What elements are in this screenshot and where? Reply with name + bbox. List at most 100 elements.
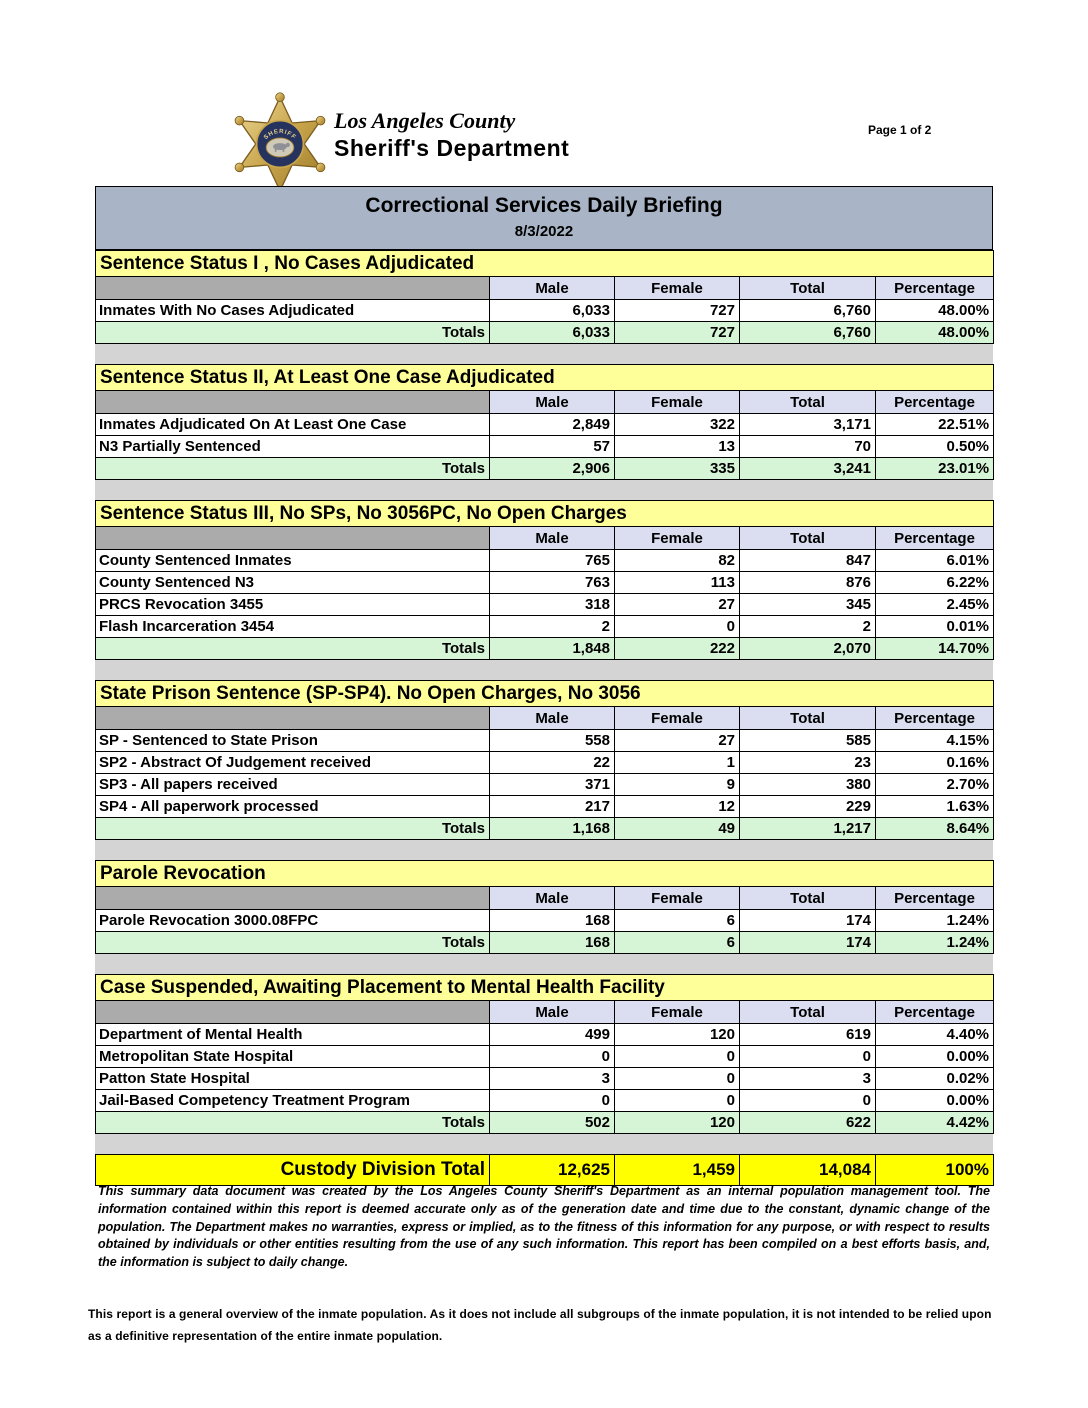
- grand-total-male: 12,625: [489, 1154, 615, 1186]
- row-label: County Sentenced N3: [95, 571, 490, 594]
- row-value-female: 0: [614, 1067, 740, 1090]
- row-value-male: 6,033: [489, 299, 615, 322]
- row-label: N3 Partially Sentenced: [95, 435, 490, 458]
- row-value-male: 371: [489, 773, 615, 796]
- column-header-blank: [95, 706, 490, 730]
- logo-county-name: Los Angeles County: [334, 108, 516, 133]
- row-value-female: 727: [614, 299, 740, 322]
- totals-label: Totals: [95, 1111, 490, 1134]
- row-value-male: 318: [489, 593, 615, 616]
- page-number: Page 1 of 2: [868, 123, 932, 137]
- row-value-total: 3: [739, 1067, 876, 1090]
- row-label: Metropolitan State Hospital: [95, 1045, 490, 1068]
- totals-row: Totals 2,906 335 3,241 23.01%: [95, 457, 995, 480]
- totals-value-female: 335: [614, 457, 740, 480]
- row-value-percentage: 6.22%: [875, 571, 994, 594]
- section-table: Parole Revocation Male Female Total Percenta…: [95, 860, 994, 954]
- section-spacer: [95, 954, 993, 974]
- section-table: Case Suspended, Awaiting Placement to Me…: [94, 974, 995, 1134]
- totals-value-male: 6,033: [489, 321, 615, 344]
- row-value-male: 558: [489, 729, 615, 752]
- row-label: Flash Incarceration 3454: [95, 615, 490, 638]
- row-label: Jail-Based Competency Treatment Program: [95, 1089, 490, 1112]
- column-header-blank: [95, 390, 490, 414]
- row-value-female: 27: [614, 729, 740, 752]
- totals-row: Totals 1,168 49 1,217 8.64%: [95, 817, 995, 840]
- row-value-total: 174: [739, 909, 876, 932]
- row-label: Inmates Adjudicated On At Least One Case: [95, 413, 490, 436]
- sections-container: Sentence Status I , No Cases Adjudicated…: [94, 250, 995, 1154]
- totals-value-total: 174: [739, 931, 876, 954]
- totals-value-percentage: 23.01%: [874, 457, 995, 480]
- row-value-male: 2,849: [489, 413, 615, 436]
- grand-total-percentage: 100%: [875, 1154, 994, 1186]
- row-label: SP4 - All paperwork processed: [95, 795, 490, 818]
- column-header-female: Female: [614, 886, 740, 910]
- row-label: SP - Sentenced to State Prison: [95, 729, 490, 752]
- row-value-total: 847: [739, 549, 876, 572]
- row-value-total: 876: [739, 571, 876, 594]
- logo-department-name: Sheriff's Department: [334, 135, 570, 161]
- row-value-percentage: 6.01%: [875, 549, 994, 572]
- column-header-male: Male: [489, 706, 615, 730]
- table-row: County Sentenced Inmates 765 82 847 6.01%: [95, 549, 994, 572]
- row-value-percentage: 0.50%: [874, 435, 995, 458]
- row-value-female: 9: [614, 773, 740, 796]
- section-header: Sentence Status III, No SPs, No 3056PC, …: [95, 500, 994, 527]
- section-spacer: [95, 480, 993, 500]
- totals-label: Totals: [95, 457, 490, 480]
- row-value-female: 322: [614, 413, 740, 436]
- column-header-row: Male Female Total Percentage: [95, 390, 995, 414]
- row-label: PRCS Revocation 3455: [95, 593, 490, 616]
- row-value-percentage: 0.00%: [874, 1045, 995, 1068]
- totals-value-total: 2,070: [739, 637, 876, 660]
- logo-text: Los Angeles County Sheriff's Department: [334, 110, 569, 162]
- column-header-row: Male Female Total Percentage: [95, 886, 994, 910]
- row-value-percentage: 0.01%: [875, 615, 994, 638]
- row-value-male: 765: [489, 549, 615, 572]
- row-value-total: 0: [739, 1089, 876, 1112]
- column-header-male: Male: [489, 526, 615, 550]
- section-spacer: [95, 840, 993, 860]
- row-value-male: 0: [489, 1089, 615, 1112]
- table-row: Metropolitan State Hospital 0 0 0 0.00%: [95, 1045, 995, 1068]
- table-row: County Sentenced N3 763 113 876 6.22%: [95, 571, 994, 594]
- report-body: Correctional Services Daily Briefing 8/3…: [94, 186, 995, 1186]
- bear-emblem-icon: [273, 142, 290, 152]
- column-header-female: Female: [614, 276, 740, 300]
- header-logo-block: SHERIFF Los Angeles County Sheriff's Dep…: [228, 92, 569, 196]
- column-header-total: Total: [739, 526, 876, 550]
- column-header-blank: [95, 276, 490, 300]
- row-value-total: 380: [739, 773, 876, 796]
- totals-label: Totals: [95, 931, 490, 954]
- totals-value-total: 1,217: [739, 817, 876, 840]
- column-header-row: Male Female Total Percentage: [95, 706, 995, 730]
- column-header-female: Female: [614, 706, 740, 730]
- totals-value-percentage: 48.00%: [874, 321, 995, 344]
- table-row: SP - Sentenced to State Prison 558 27 585 4.…: [95, 729, 995, 752]
- totals-row: Totals 502 120 622 4.42%: [95, 1111, 995, 1134]
- table-row: N3 Partially Sentenced 57 13 70 0.50%: [95, 435, 995, 458]
- table-row: SP2 - Abstract Of Judgement received 22 1 2…: [95, 751, 995, 774]
- table-row: Department of Mental Health 499 120 619 4.40…: [95, 1023, 995, 1046]
- section-spacer: [95, 344, 993, 364]
- row-value-male: 57: [489, 435, 615, 458]
- row-value-total: 585: [739, 729, 876, 752]
- row-value-total: 6,760: [739, 299, 876, 322]
- column-header-female: Female: [614, 390, 740, 414]
- section-header: Sentence Status I , No Cases Adjudicated: [94, 250, 995, 277]
- row-label: County Sentenced Inmates: [95, 549, 490, 572]
- row-value-female: 0: [614, 615, 740, 638]
- row-value-female: 82: [614, 549, 740, 572]
- column-header-percentage: Percentage: [875, 526, 994, 550]
- section-table: Sentence Status II, At Least One Case Ad…: [94, 364, 995, 480]
- column-header-female: Female: [614, 1000, 740, 1024]
- table-row: SP3 - All papers received 371 9 380 2.70%: [95, 773, 995, 796]
- table-row: Flash Incarceration 3454 2 0 2 0.01%: [95, 615, 994, 638]
- column-header-percentage: Percentage: [874, 1000, 995, 1024]
- row-value-male: 217: [489, 795, 615, 818]
- totals-value-percentage: 8.64%: [874, 817, 995, 840]
- totals-value-male: 1,168: [489, 817, 615, 840]
- row-value-male: 22: [489, 751, 615, 774]
- totals-row: Totals 6,033 727 6,760 48.00%: [95, 321, 995, 344]
